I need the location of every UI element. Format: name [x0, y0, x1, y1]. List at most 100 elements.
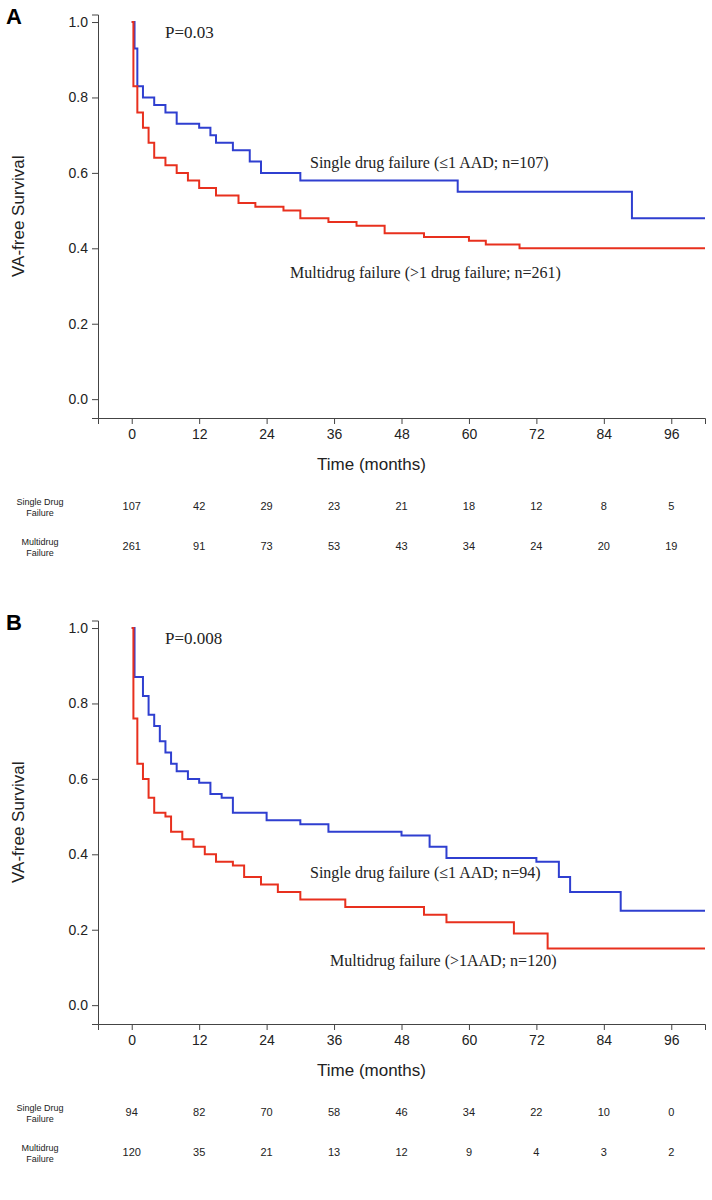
y-tick: 0.8 — [69, 89, 98, 105]
x-tick-mark — [671, 418, 672, 424]
x-tick: 60 — [462, 418, 478, 442]
survival-line — [132, 628, 705, 911]
y-tick: 1.0 — [69, 14, 98, 30]
y-axis: 0.00.20.40.60.81.0 — [69, 14, 99, 418]
survival-line — [132, 628, 705, 949]
x-tick-mark — [132, 1024, 133, 1030]
panel-label: A — [6, 4, 22, 29]
x-tick-label: 48 — [394, 426, 410, 442]
x-tick-label: 12 — [192, 426, 208, 442]
series-label: Multidrug failure (>1 drug failure; n=26… — [290, 264, 561, 282]
plot-area — [132, 628, 705, 949]
risk-count: 12 — [395, 1146, 407, 1158]
x-tick: 84 — [597, 1024, 613, 1048]
y-tick: 0.0 — [69, 391, 98, 407]
x-tick-mark — [536, 418, 537, 424]
panel: B0.00.20.40.60.81.001224364860728496Time… — [6, 610, 706, 1164]
y-tick: 0.4 — [69, 846, 98, 862]
x-tick: 12 — [192, 418, 208, 442]
risk-count: 4 — [533, 1146, 539, 1158]
y-axis-line — [92, 621, 99, 1025]
x-tick-label: 36 — [327, 426, 343, 442]
x-tick: 24 — [259, 1024, 275, 1048]
risk-count: 23 — [328, 500, 340, 512]
y-tick-mark — [92, 1005, 98, 1006]
x-tick-label: 84 — [597, 1032, 613, 1048]
risk-count: 82 — [193, 1106, 205, 1118]
y-axis-title: VA-free Survival — [9, 155, 28, 277]
risk-count: 24 — [530, 540, 542, 552]
risk-table: Single DrugFailure94827058463422100Multi… — [16, 1103, 674, 1164]
risk-count: 20 — [598, 540, 610, 552]
panel-label: B — [6, 610, 22, 635]
x-tick-mark — [267, 1024, 268, 1030]
x-tick: 48 — [394, 418, 410, 442]
x-tick: 96 — [664, 418, 680, 442]
risk-count: 120 — [123, 1146, 141, 1158]
risk-count: 9 — [466, 1146, 472, 1158]
y-tick-mark — [92, 248, 98, 249]
risk-count: 2 — [668, 1146, 674, 1158]
x-tick-label: 36 — [327, 1032, 343, 1048]
y-tick-mark — [92, 324, 98, 325]
panel: A0.00.20.40.60.81.001224364860728496Time… — [6, 4, 706, 558]
x-tick: 0 — [128, 1024, 136, 1048]
risk-row-label: Single Drug — [16, 1103, 63, 1113]
x-tick-label: 24 — [259, 1032, 275, 1048]
y-tick-mark — [92, 930, 98, 931]
x-axis-line — [99, 1025, 706, 1031]
x-tick: 48 — [394, 1024, 410, 1048]
y-tick-label: 0.4 — [69, 240, 89, 256]
y-tick-label: 0.6 — [69, 771, 89, 787]
x-tick-mark — [267, 418, 268, 424]
y-tick: 0.6 — [69, 771, 98, 787]
y-tick: 0.8 — [69, 695, 98, 711]
y-axis-title: VA-free Survival — [9, 761, 28, 883]
risk-count: 34 — [463, 540, 475, 552]
y-tick-mark — [92, 628, 98, 629]
x-tick-mark — [132, 418, 133, 424]
x-tick-label: 84 — [597, 426, 613, 442]
x-tick-mark — [536, 1024, 537, 1030]
x-tick-label: 0 — [128, 1032, 136, 1048]
y-tick: 0.4 — [69, 240, 98, 256]
x-tick: 72 — [529, 418, 545, 442]
x-axis: 01224364860728496 — [99, 418, 706, 442]
p-value: P=0.03 — [165, 23, 214, 42]
x-tick: 0 — [128, 418, 136, 442]
risk-count: 46 — [395, 1106, 407, 1118]
x-axis-line — [99, 419, 706, 425]
figure: A0.00.20.40.60.81.001224364860728496Time… — [0, 0, 712, 1200]
y-tick-mark — [92, 779, 98, 780]
survival-line — [132, 22, 705, 218]
x-tick-mark — [671, 1024, 672, 1030]
risk-count: 35 — [193, 1146, 205, 1158]
risk-row-label: Failure — [26, 508, 54, 518]
x-tick-mark — [469, 1024, 470, 1030]
risk-row-label: Failure — [26, 1114, 54, 1124]
survival-line — [132, 22, 705, 248]
x-tick-label: 96 — [664, 1032, 680, 1048]
risk-count: 18 — [463, 500, 475, 512]
plot-area — [132, 22, 705, 248]
risk-count: 58 — [328, 1106, 340, 1118]
x-tick: 36 — [327, 1024, 343, 1048]
y-tick-label: 0.0 — [69, 391, 89, 407]
x-tick-label: 0 — [128, 426, 136, 442]
risk-row-label: Multidrug — [21, 537, 58, 547]
x-tick-label: 96 — [664, 426, 680, 442]
y-tick-label: 0.0 — [69, 997, 89, 1013]
x-tick: 84 — [597, 418, 613, 442]
series-label: Multidrug failure (>1AAD; n=120) — [330, 952, 556, 970]
risk-row-label: Multidrug — [21, 1143, 58, 1153]
risk-count: 12 — [530, 500, 542, 512]
x-tick-label: 48 — [394, 1032, 410, 1048]
y-tick-mark — [92, 22, 98, 23]
x-tick: 12 — [192, 1024, 208, 1048]
x-axis: 01224364860728496 — [99, 1024, 706, 1048]
x-tick-label: 12 — [192, 1032, 208, 1048]
risk-count: 53 — [328, 540, 340, 552]
y-tick-label: 1.0 — [69, 14, 89, 30]
risk-row-label: Single Drug — [16, 497, 63, 507]
x-tick-mark — [402, 418, 403, 424]
